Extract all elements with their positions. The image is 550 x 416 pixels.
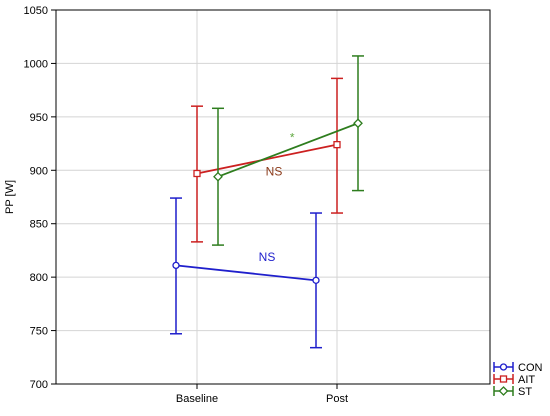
data-point	[213, 171, 223, 182]
grid	[56, 10, 490, 384]
series-ait	[191, 77, 343, 243]
x-tick-label: Post	[326, 393, 348, 405]
y-axis-title: PP [W]	[4, 180, 16, 214]
series-line	[217, 122, 359, 178]
y-axis-ticks: 700 750 800 850 900 950 1000 1050	[24, 5, 56, 391]
annotation-label: NS	[266, 165, 283, 179]
y-tick-label: 1000	[24, 58, 48, 70]
series-st	[212, 55, 364, 246]
y-tick-label: 850	[30, 219, 48, 231]
data-point	[193, 169, 201, 178]
plot-background	[56, 10, 490, 384]
annotations-layer: NS NS *	[259, 130, 295, 264]
series-con	[170, 197, 322, 349]
data-point	[172, 261, 180, 270]
annotation-label: *	[290, 130, 295, 144]
annotation-label: NS	[259, 250, 276, 264]
legend-label: AIT	[518, 374, 535, 386]
y-tick-label: 950	[30, 112, 48, 124]
legend-item-con: CON	[493, 362, 543, 374]
series-line	[196, 143, 338, 175]
legend-label: CON	[518, 362, 543, 374]
data-point	[353, 118, 363, 129]
data-point	[312, 276, 320, 284]
y-tick-label: 750	[30, 326, 48, 338]
legend-marker	[499, 363, 508, 371]
legend-marker	[499, 375, 508, 383]
y-tick-label: 800	[30, 272, 48, 284]
x-tick-label: Baseline	[176, 393, 218, 405]
y-tick-label: 900	[30, 165, 48, 177]
series-line	[175, 264, 317, 282]
data-point	[333, 140, 341, 149]
y-tick-label: 1050	[24, 5, 48, 17]
x-axis-ticks: Baseline Post	[176, 384, 348, 405]
y-tick-label: 700	[30, 379, 48, 391]
plot-frame	[55, 9, 491, 385]
legend-marker	[498, 386, 509, 396]
legend-item-st: ST	[493, 386, 532, 398]
series-layer	[170, 55, 364, 349]
legend-label: ST	[518, 386, 532, 398]
legend-item-ait: AIT	[493, 374, 535, 386]
